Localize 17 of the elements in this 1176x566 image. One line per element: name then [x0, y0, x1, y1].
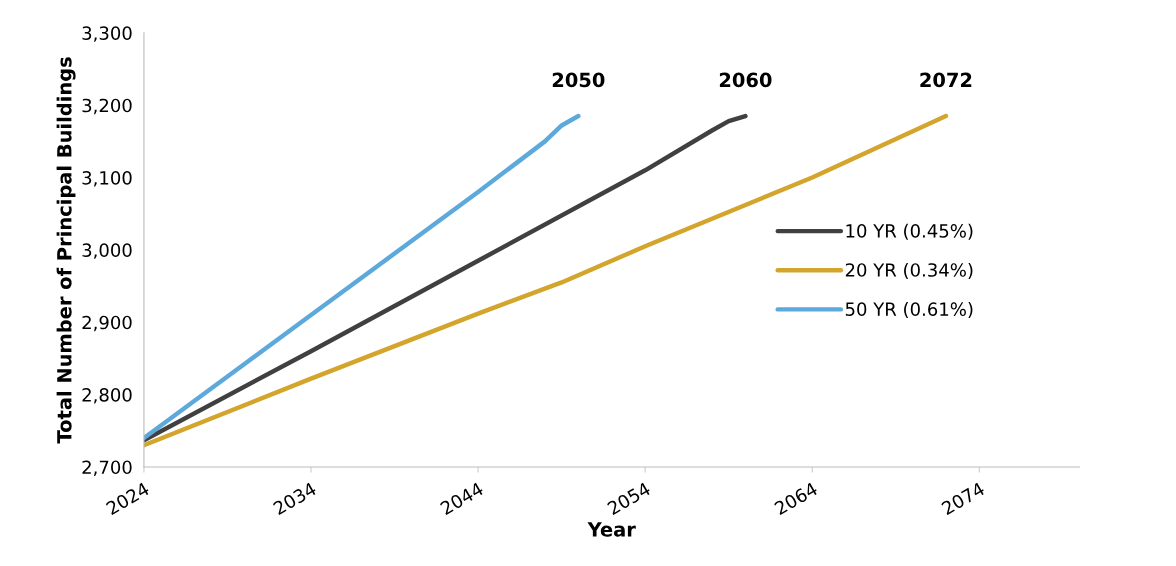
- legend-label: 50 YR (0.61%): [845, 302, 973, 319]
- annotation: 2072: [920, 72, 972, 88]
- x-axis-title: Year: [587, 522, 636, 537]
- annotation: 2050: [552, 72, 605, 88]
- y-axis-title: Total Number of Principal Buildings: [56, 57, 76, 444]
- legend-label: 10 YR (0.45%): [846, 223, 973, 240]
- annotation: 2060: [719, 72, 772, 88]
- line-series: [143, 113, 748, 443]
- legend-label: 20 YR (0.34%): [845, 262, 973, 279]
- line-series: [143, 113, 581, 441]
- y-tick-label: 3,300: [82, 26, 132, 42]
- y-tick-label: 3,000: [82, 243, 132, 259]
- y-tick-label: 2,900: [82, 315, 132, 332]
- y-tick-label: 2,800: [82, 388, 132, 404]
- y-tick-label: 2,700: [82, 460, 132, 476]
- y-tick-label: 3,200: [82, 98, 132, 115]
- y-tick-label: 3,100: [82, 170, 132, 187]
